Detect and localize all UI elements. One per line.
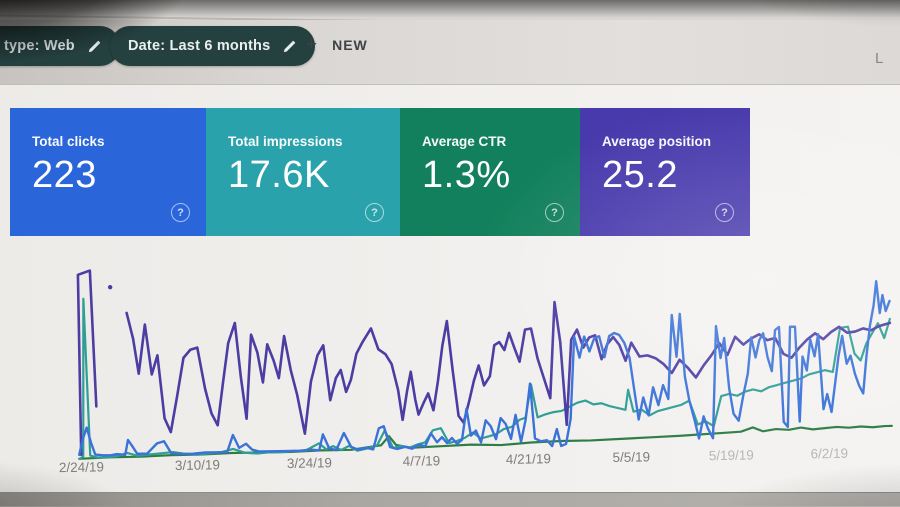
plus-icon: + — [306, 34, 319, 55]
pencil-icon[interactable] — [87, 39, 102, 54]
filter-chip-date[interactable]: Date: Last 6 months — [110, 26, 316, 66]
x-tick-label: 5/19/19 — [708, 447, 754, 464]
x-tick-label: 3/10/19 — [174, 457, 221, 474]
metric-card-average-position[interactable]: Average position 25.2? — [580, 108, 750, 236]
metric-card-total-clicks[interactable]: Total clicks 223? — [10, 108, 206, 236]
x-tick-label: 4/21/19 — [505, 451, 552, 467]
filter-chip-search-type[interactable]: type: Web — [0, 26, 120, 66]
filter-bar: type: Web Date: Last 6 months + NEW — [0, 20, 900, 84]
x-tick-label: 2/24/19 — [58, 459, 105, 476]
help-icon[interactable]: ? — [715, 203, 734, 222]
help-icon[interactable]: ? — [545, 203, 564, 222]
metric-card-value: 1.3% — [422, 154, 511, 196]
pencil-icon[interactable] — [282, 39, 297, 54]
metric-card-label: Average CTR — [422, 134, 507, 149]
metric-card-total-impressions[interactable]: Total impressions 17.6K? — [206, 108, 400, 236]
metric-card-label: Average position — [602, 134, 712, 149]
metric-card-label: Total impressions — [228, 134, 343, 149]
new-filter-button-label: NEW — [332, 36, 368, 53]
performance-dashboard: Total clicks 223? Total impressions 17.6K? A… — [0, 85, 900, 492]
x-tick-label: 5/5/19 — [612, 449, 651, 466]
x-tick-label: 6/2/19 — [810, 445, 849, 462]
toolbar-divider — [0, 84, 900, 85]
clipped-right-edge-text: L — [875, 50, 884, 67]
x-tick-label: 4/7/19 — [402, 453, 441, 469]
filter-chip-search-type-label: type: Web — [4, 38, 75, 54]
metric-card-label: Total clicks — [32, 134, 105, 149]
filter-chip-date-label: Date: Last 6 months — [128, 38, 271, 54]
new-filter-button[interactable]: + NEW — [306, 35, 368, 54]
x-tick-label: 3/24/19 — [286, 455, 333, 472]
metric-card-value: 25.2 — [602, 154, 678, 196]
performance-chart-area[interactable]: 2/24/19 3/10/19 3/24/19 4/7/19 4/21/19 5/5/19… — [0, 227, 900, 493]
series-line-total-impressions — [125, 300, 892, 435]
help-icon[interactable]: ? — [365, 203, 384, 222]
help-icon[interactable]: ? — [171, 203, 190, 222]
metric-cards-row: Total clicks 223? Total impressions 17.6K? A… — [10, 108, 750, 236]
screen-bottom-bezel — [0, 492, 900, 507]
metric-card-average-ctr[interactable]: Average CTR 1.3%? — [400, 108, 580, 236]
metric-card-value: 17.6K — [228, 154, 330, 196]
series-dot-total-impressions — [107, 285, 113, 290]
metric-card-value: 223 — [32, 154, 97, 196]
